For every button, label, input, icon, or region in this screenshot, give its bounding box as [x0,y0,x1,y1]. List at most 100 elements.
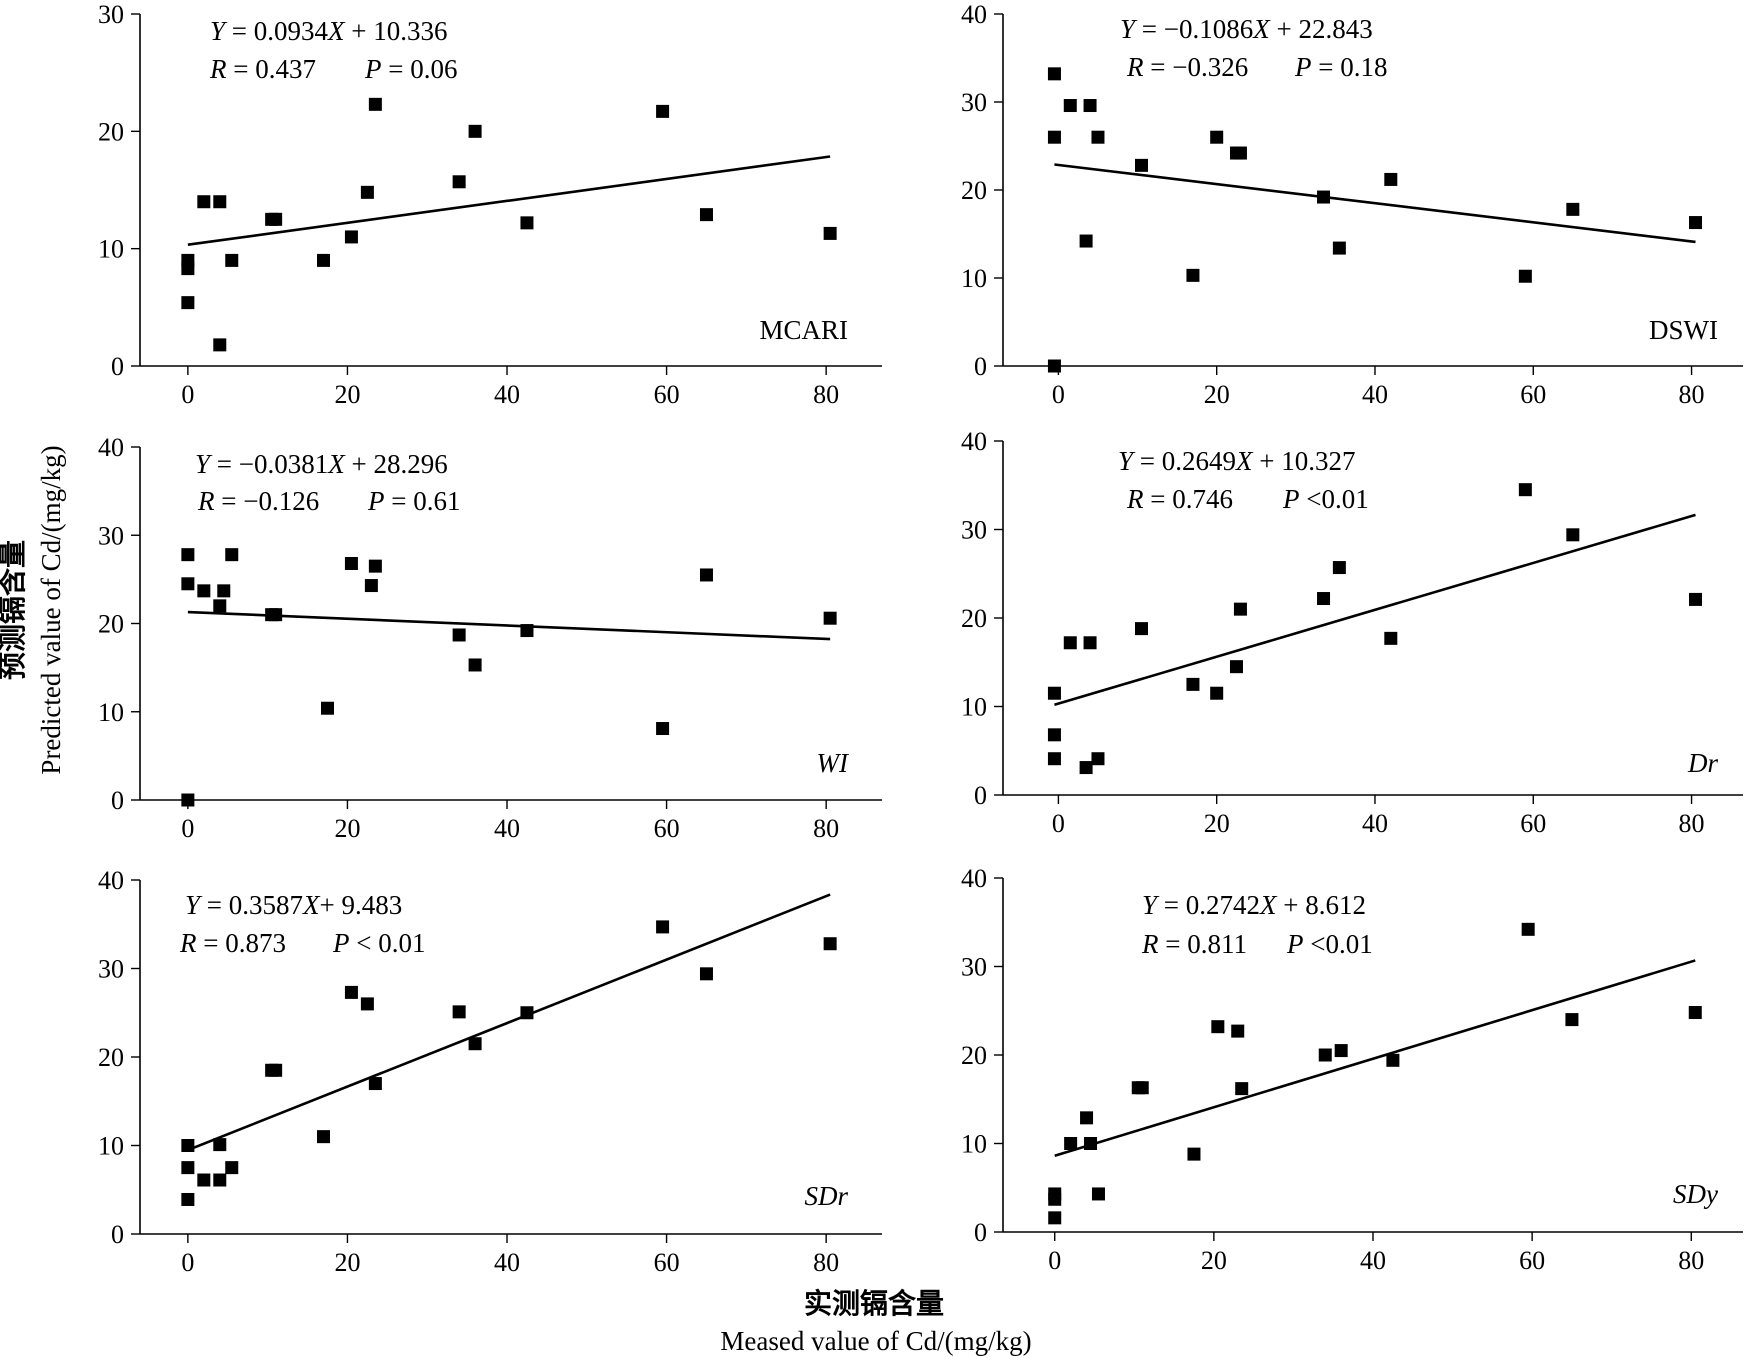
data-point [452,175,466,189]
data-point [1332,241,1346,255]
data-point [181,262,195,276]
data-point [197,1173,211,1187]
data-point [1063,99,1077,113]
data-point [520,216,534,230]
data-point [1083,99,1097,113]
regression-line [1054,959,1696,1158]
regression-line [187,155,831,247]
p-value: P = 0.06 [364,54,457,84]
x-tick-label: 80 [1679,380,1705,409]
panel-label: DSWI [1649,315,1718,345]
data-point [344,230,358,244]
y-tick-label: 40 [98,433,124,462]
x-tick-label: 40 [1360,1246,1386,1275]
data-point [468,124,482,138]
data-point [1079,761,1093,775]
x-tick-label: 0 [181,1248,194,1277]
y-tick-label: 10 [961,264,987,293]
data-point [225,253,239,267]
regression-equation: Y = 0.2649X + 10.327 [1118,446,1356,476]
x-tick-label: 60 [654,814,680,843]
correlation-r: R = 0.746 [1126,484,1233,514]
data-point [1317,592,1331,606]
data-point [317,253,331,267]
data-point [656,104,670,118]
data-point [1384,172,1398,186]
data-point [1084,1137,1098,1150]
x-tick-label: 0 [1052,809,1065,838]
x-tick-label: 20 [334,1248,360,1277]
data-point [344,556,358,570]
data-point [1063,636,1077,650]
x-tick-label: 40 [494,814,520,843]
data-point [1565,1013,1579,1027]
data-point [1332,561,1346,575]
x-tick-label: 20 [1201,1246,1227,1275]
data-point [1233,602,1247,616]
panel-label: WI [817,748,850,778]
data-point [317,1130,331,1144]
data-point [699,208,713,222]
data-point [217,584,231,598]
data-point [1231,1024,1245,1038]
p-value: P < 0.01 [332,928,425,958]
data-point [452,628,466,642]
data-point [269,212,283,226]
data-point [656,920,670,934]
data-point [1689,216,1703,230]
data-point [1384,631,1398,645]
y-tick-label: 10 [98,1132,124,1161]
panel-label: SDr [804,1181,848,1211]
regression-line [1054,513,1696,707]
data-point [181,577,195,591]
correlation-r: R = −0.126 [197,486,319,516]
data-point [368,559,382,573]
x-tick-label: 80 [813,1248,839,1277]
data-point [823,611,837,625]
data-point [699,568,713,582]
y-tick-label: 40 [98,866,124,895]
x-tick-label: 80 [1679,809,1705,838]
x-tick-label: 0 [181,814,194,843]
y-tick-label: 30 [961,953,987,982]
y-tick-label: 0 [111,1220,124,1249]
data-point [344,985,358,999]
data-point [1186,677,1200,691]
data-point [360,997,374,1011]
data-point [269,608,283,622]
y-tick-label: 0 [974,1218,987,1247]
y-tick-label: 10 [961,1130,987,1159]
y-tick-label: 0 [974,781,987,810]
data-point [1229,660,1243,674]
panel-label: SDy [1673,1179,1718,1209]
data-point [1135,158,1149,172]
y-tick-label: 20 [961,1041,987,1070]
x-axis-title-en: Meased value of Cd/(mg/kg) [720,1326,1031,1356]
data-point [213,338,227,352]
data-point [452,1005,466,1019]
data-point [1689,592,1703,606]
data-point [197,584,211,598]
regression-equation: Y = −0.0381X + 28.296 [195,449,448,479]
p-value: P <0.01 [1282,484,1369,514]
regression-equation: Y = −0.1086X + 22.843 [1120,14,1373,44]
y-tick-label: 30 [961,516,987,545]
panel-dswi: 0 10 20 30 40 0 20 40 60 80 Y = −0.1086X + 22.843 R… [961,0,1743,409]
y-tick-label: 20 [98,610,124,639]
data-point [1210,686,1224,700]
data-point [520,624,534,638]
x-tick-label: 40 [494,1248,520,1277]
x-tick-label: 0 [1052,380,1065,409]
panel-label: MCARI [759,315,848,345]
data-point [1688,1006,1702,1020]
data-point [1186,268,1200,282]
data-point [181,1161,195,1175]
data-point [1047,752,1061,766]
data-point [364,579,378,593]
data-point [1079,234,1093,248]
data-point [1334,1044,1348,1058]
data-point [1211,1020,1225,1034]
y-tick-label: 20 [98,117,124,146]
data-point [181,793,195,807]
x-tick-label: 40 [494,380,520,409]
